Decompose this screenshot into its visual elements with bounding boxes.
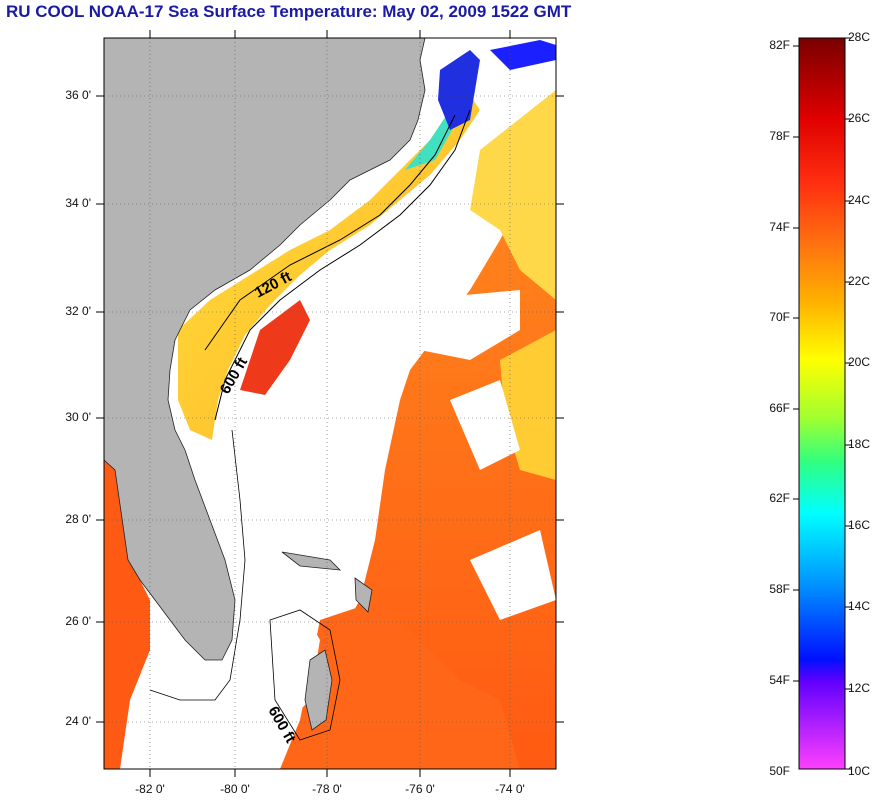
map-frame <box>103 37 557 770</box>
colorbar-label-c: 26C <box>848 111 871 125</box>
abaco <box>354 577 373 613</box>
colorbar-label-c: 14C <box>848 599 871 613</box>
lon-label: -80 0' <box>220 782 250 796</box>
colorbar-label-c: 12C <box>848 681 871 695</box>
contour-120ft <box>204 114 456 351</box>
gulf-warm-water <box>104 460 150 769</box>
lon-label: -74 0' <box>495 782 525 796</box>
colorbar-label-f: 82F <box>769 38 790 52</box>
cloud-patch <box>470 530 556 620</box>
map-canvas: 120 ft 600 ft 600 ft <box>104 38 556 769</box>
grand-bahama <box>281 551 342 571</box>
colorbar-label-c: 22C <box>848 274 871 288</box>
colorbar-label-f: 50F <box>769 764 790 778</box>
lat-label: 36 0' <box>65 88 91 102</box>
colorbar-label-f: 74F <box>769 220 790 234</box>
colorbar-label-f: 54F <box>769 673 790 687</box>
andros-island <box>304 649 333 731</box>
northeast-cold-water <box>490 40 556 70</box>
colorbar-label-f: 66F <box>769 401 790 415</box>
colorbar-label-c: 24C <box>848 193 871 207</box>
colorbar-label-c: 16C <box>848 518 871 532</box>
colorbar-label-f: 58F <box>769 582 790 596</box>
graticule <box>104 38 556 769</box>
lat-label: 26 0' <box>65 614 91 628</box>
colorbar-label-f: 62F <box>769 491 790 505</box>
lat-label: 28 0' <box>65 512 91 526</box>
page-title: RU COOL NOAA-17 Sea Surface Temperature:… <box>6 2 572 21</box>
lon-label: -76 0' <box>405 782 435 796</box>
contour-600ft <box>214 109 471 421</box>
colorbar-ticks <box>793 37 851 770</box>
colorbar <box>798 37 846 770</box>
map-ticks <box>96 30 564 777</box>
lat-label: 34 0' <box>65 196 91 210</box>
colorbar-label-f: 78F <box>769 129 790 143</box>
cloud-patch <box>450 380 520 470</box>
colorbar-label-c: 18C <box>848 437 871 451</box>
cloud-patch <box>410 290 520 360</box>
shelf-water <box>178 95 480 440</box>
lat-label: 30 0' <box>65 410 91 424</box>
bahamas-warm-water <box>280 600 520 769</box>
colorbar-label-c: 28C <box>848 30 871 44</box>
lon-label: -78 0' <box>312 782 342 796</box>
shelf-cool-water <box>405 110 455 170</box>
colorbar-label-c: 20C <box>848 355 871 369</box>
gulf-stream-red <box>240 300 310 395</box>
colorbar-label-c: 10C <box>848 764 871 778</box>
northeast-yellow-water <box>470 90 556 300</box>
contour-600ft-bahamas <box>269 609 341 741</box>
lat-label: 24 0' <box>65 714 91 728</box>
lat-label: 32 0' <box>65 304 91 318</box>
colorbar-label-f: 70F <box>769 310 790 324</box>
us-east-coast-land <box>104 38 426 661</box>
lon-label: -82 0' <box>135 782 165 796</box>
